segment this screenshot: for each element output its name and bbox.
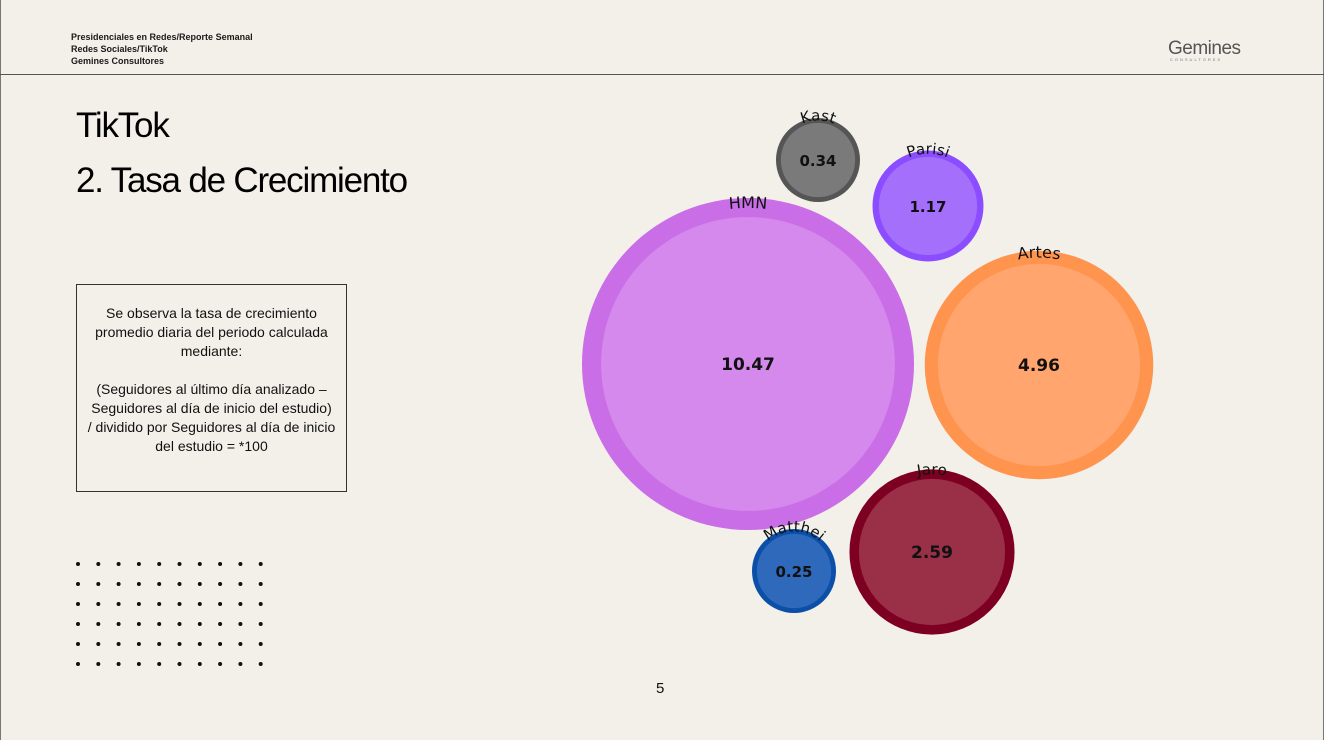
decorative-dot: [136, 562, 141, 566]
bubble-inner-jaro: [858, 478, 1006, 626]
bubble-parisi: Parisi 1.17: [872, 140, 984, 262]
gemines-logo-subtext: CONSULTORES: [1170, 57, 1223, 62]
decorative-dot: [258, 582, 263, 586]
decorative-dot: [258, 662, 263, 666]
decorative-dot: [218, 602, 223, 606]
decorative-dot: [157, 622, 162, 626]
bubble-artes: Artes 4.96: [924, 243, 1154, 480]
bubble-value-jaro: 2.59: [911, 543, 953, 563]
bubble-label-hmn: HMN: [728, 193, 768, 213]
page-number: 5: [656, 680, 665, 697]
gemines-logo: Gemines: [1168, 38, 1241, 59]
decorative-dot: [116, 622, 121, 626]
decorative-dot: [76, 602, 80, 606]
methodology-note: Se observa la tasa de crecimiento promed…: [76, 284, 347, 492]
decorative-dot: [96, 642, 101, 646]
decorative-dot: [238, 582, 243, 586]
decorative-dot: [136, 642, 141, 646]
decorative-dot: [157, 582, 162, 586]
decorative-dot: [96, 602, 101, 606]
decorative-dot: [76, 642, 80, 646]
frame-left-border: [0, 0, 1, 740]
decorative-dot: [136, 662, 141, 666]
decorative-dot: [218, 582, 223, 586]
decorative-dot: [76, 622, 80, 626]
note-paragraph-2: (Seguidores al último día analizado – Se…: [91, 381, 332, 416]
bubble-inner-artes: [937, 263, 1141, 467]
bubble-value-hmn: 10.47: [721, 355, 775, 375]
decorative-dot: [177, 622, 182, 626]
bubble-label-kast: Kast: [798, 106, 839, 127]
bubble-inner-parisi: [878, 156, 978, 256]
decorative-dot: [177, 582, 182, 586]
decorative-dot: [136, 602, 141, 606]
decorative-dot: [157, 642, 162, 646]
bubble-value-kast: 0.34: [799, 152, 836, 170]
decorative-dot: [136, 582, 141, 586]
decorative-dot: [218, 642, 223, 646]
decorative-dot: [218, 622, 223, 626]
decorative-dot: [218, 662, 223, 666]
decorative-dot: [197, 582, 202, 586]
decorative-dot: [157, 562, 162, 566]
bubble-inner-hmn: [601, 217, 895, 511]
bubble-value-matthei: 0.25: [775, 563, 812, 581]
slide-header: Presidenciales en Redes/Reporte Semanal …: [71, 31, 253, 67]
bubble-value-artes: 4.96: [1018, 356, 1060, 376]
slide-subtitle: 2. Tasa de Crecimiento: [76, 161, 408, 200]
decorative-dot: [76, 582, 80, 586]
decorative-dot: [116, 582, 121, 586]
decorative-dot-grid: [76, 562, 263, 666]
decorative-dot: [177, 642, 182, 646]
decorative-dot: [197, 602, 202, 606]
bubble-inner-kast: [780, 122, 856, 198]
decorative-dot: [157, 602, 162, 606]
decorative-dot: [116, 642, 121, 646]
decorative-dot: [258, 562, 263, 566]
decorative-dot: [197, 622, 202, 626]
decorative-dot: [238, 642, 243, 646]
decorative-dot: [218, 562, 223, 566]
decorative-dot: [177, 662, 182, 666]
decorative-dot: [76, 562, 80, 566]
header-line-2: Redes Sociales/TikTok: [71, 44, 168, 54]
decorative-dot: [96, 622, 101, 626]
bubble-value-parisi: 1.17: [909, 198, 946, 216]
decorative-dot: [116, 662, 121, 666]
slide-title: TikTok: [76, 106, 170, 145]
decorative-dot: [258, 622, 263, 626]
decorative-dot: [157, 662, 162, 666]
decorative-dot: [258, 602, 263, 606]
decorative-dot: [116, 562, 121, 566]
decorative-dot: [238, 602, 243, 606]
header-line-1: Presidenciales en Redes/Reporte Semanal: [71, 32, 253, 42]
note-paragraph-3: / dividido por Seguidores al día de inic…: [87, 419, 336, 454]
decorative-dot: [136, 622, 141, 626]
decorative-dot: [177, 562, 182, 566]
bubble-label-artes: Artes: [1016, 243, 1062, 264]
decorative-dot: [96, 562, 101, 566]
decorative-dot: [96, 662, 101, 666]
decorative-dot: [238, 622, 243, 626]
decorative-dot: [116, 602, 121, 606]
bubble-label-parisi: Parisi: [904, 140, 952, 162]
decorative-dot: [238, 662, 243, 666]
note-paragraph-1: Se observa la tasa de crecimiento promed…: [95, 305, 328, 359]
decorative-dot: [76, 662, 80, 666]
decorative-dot: [197, 562, 202, 566]
bubble-kast: Kast 0.34: [776, 106, 860, 202]
decorative-dot: [258, 642, 263, 646]
bubble-inner-matthei: [756, 533, 832, 609]
bubble-hmn: HMN 10.47: [582, 193, 914, 530]
header-divider: [0, 74, 1324, 75]
decorative-dot: [197, 642, 202, 646]
decorative-dot: [238, 562, 243, 566]
decorative-dot: [177, 602, 182, 606]
decorative-dot: [96, 582, 101, 586]
header-line-3: Gemines Consultores: [71, 56, 165, 66]
decorative-dot: [197, 662, 202, 666]
